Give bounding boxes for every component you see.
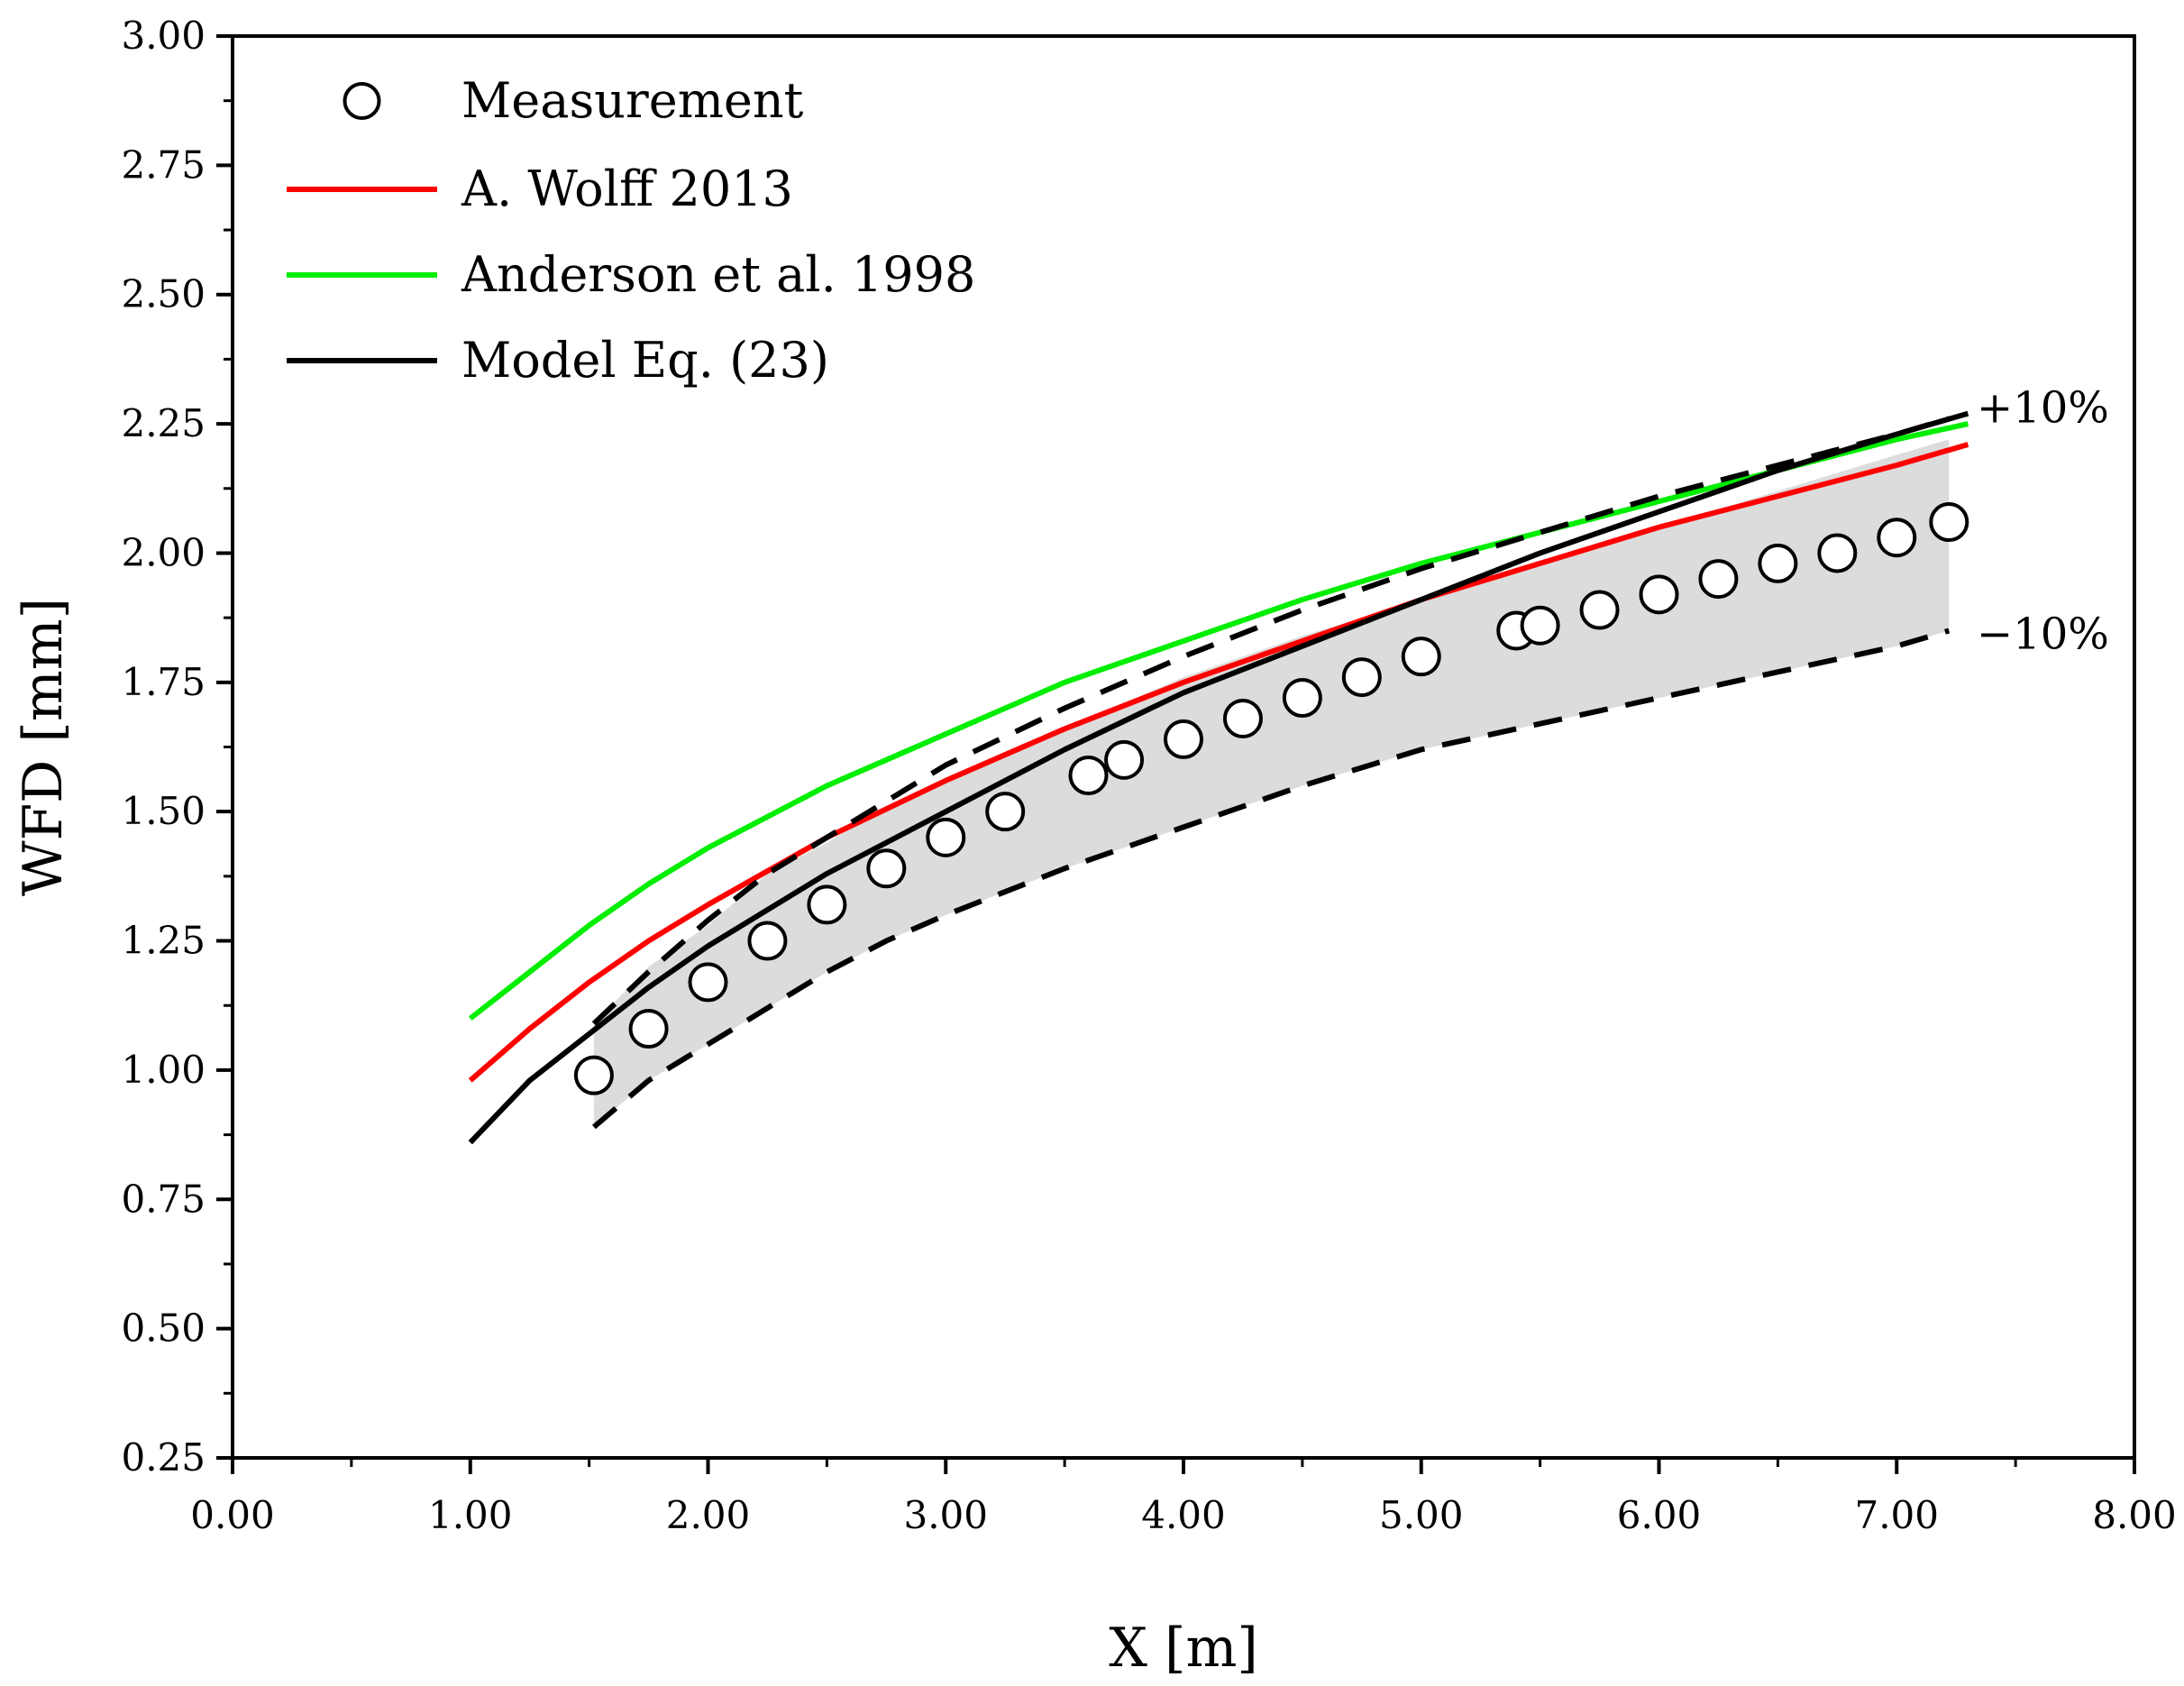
minus-10-percent-label: −10% (1977, 609, 2109, 659)
y-tick-label: 1.25 (121, 919, 206, 963)
series-line-model-eq-23 (468, 410, 1969, 1145)
x-tick-label: 6.00 (1617, 1493, 1702, 1537)
measurement-point (1877, 518, 1917, 558)
measurement-point (747, 921, 788, 961)
measurement-point (1817, 533, 1858, 573)
y-tick-label: 2.75 (121, 142, 206, 187)
percent-band (593, 439, 1950, 1127)
measurement-point (1929, 502, 1969, 543)
y-tick-label: 0.75 (121, 1177, 206, 1221)
plus-10-percent-label: +10% (1977, 383, 2109, 434)
y-tick-label: 0.50 (121, 1306, 206, 1351)
x-tick-label: 5.00 (1379, 1493, 1464, 1537)
measurement-point (1758, 543, 1798, 583)
x-tick-label: 8.00 (2092, 1493, 2177, 1537)
series-line-a-wolff-2013 (468, 442, 1969, 1083)
measurement-point (1639, 574, 1679, 615)
x-tick-label: 1.00 (428, 1493, 513, 1537)
legend-label-anderson: Anderson et al. 1998 (461, 246, 975, 303)
measurement-point (1520, 605, 1560, 646)
series-line-anderson-et-al-1998 (468, 421, 1969, 1021)
y-tick-label: 1.50 (121, 789, 206, 833)
x-tick-label: 7.00 (1854, 1493, 1939, 1537)
measurement-point (1579, 590, 1620, 630)
measurement-point (1401, 637, 1441, 677)
minus-10-percent-line (591, 628, 1951, 1130)
y-tick-label: 1.00 (121, 1048, 206, 1092)
measurement-point (628, 1009, 669, 1049)
x-tick-label: 3.00 (903, 1493, 988, 1537)
legend-label-model: Model Eq. (23) (461, 332, 829, 389)
measurement-point (1222, 698, 1263, 738)
y-tick-label: 3.00 (121, 14, 206, 58)
y-axis-title: WFD [mm] (12, 598, 75, 896)
measurement-point (1104, 739, 1145, 780)
y-tick-label: 2.50 (121, 272, 206, 316)
measurement-point (1282, 678, 1322, 719)
measurement-point (1164, 719, 1203, 759)
measurement-point (926, 817, 966, 857)
y-tick-label: 1.75 (121, 660, 206, 704)
x-tick-label: 2.00 (666, 1493, 751, 1537)
y-tick-label: 2.00 (121, 530, 206, 574)
y-tick-label: 2.25 (121, 401, 206, 445)
legend-label-wolff: A. Wolff 2013 (461, 160, 793, 217)
x-tick-label: 0.00 (190, 1493, 275, 1537)
legend-measurement-marker (343, 82, 381, 120)
measurement-point (985, 792, 1026, 832)
measurement-point (573, 1055, 614, 1095)
measurement-point (1068, 756, 1109, 796)
measurement-point (1341, 657, 1382, 698)
measurement-point (1698, 559, 1739, 600)
measurement-point (688, 962, 728, 1003)
legend-label-measurement: Measurement (461, 72, 804, 129)
measurement-point (866, 848, 907, 889)
legend: Measurement A. Wolff 2013 Anderson et al… (287, 72, 975, 389)
plus-10-percent-line (591, 416, 1951, 1026)
measurement-point (807, 884, 847, 925)
x-tick-label: 4.00 (1141, 1493, 1226, 1537)
y-tick-label: 0.25 (121, 1435, 206, 1480)
x-axis-title: X [m] (1109, 1617, 1258, 1680)
